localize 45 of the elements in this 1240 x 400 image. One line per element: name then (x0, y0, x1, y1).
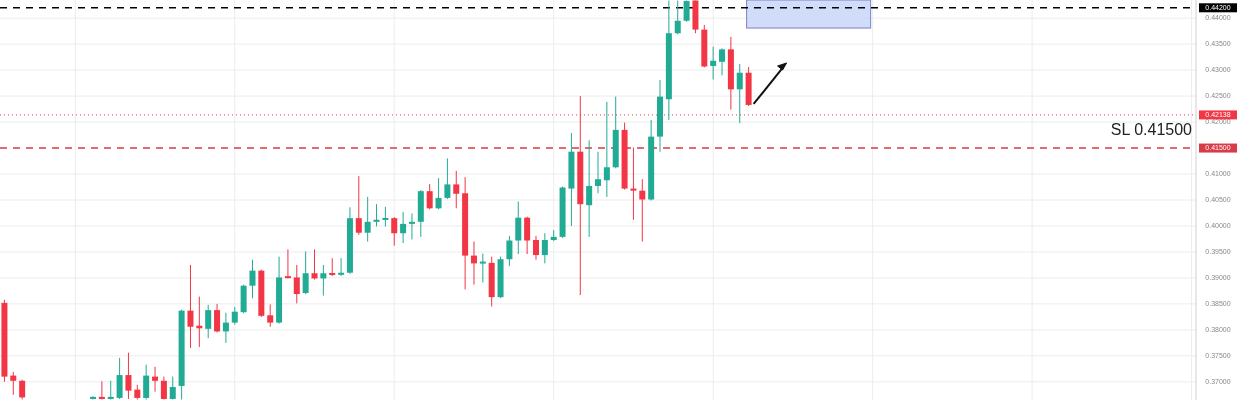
candlestick (19, 379, 26, 400)
candlestick (595, 151, 601, 194)
candlestick (408, 213, 415, 240)
candlestick (116, 357, 123, 400)
candlestick (364, 196, 371, 243)
candlestick (603, 101, 610, 198)
candlestick (435, 177, 442, 210)
candlestick (639, 178, 646, 243)
candlestick (479, 253, 486, 284)
candlestick (249, 259, 256, 299)
candlestick (284, 248, 291, 279)
candlestick (10, 371, 17, 396)
candlestick (515, 201, 522, 255)
candlestick (400, 211, 407, 244)
candlestick (302, 250, 309, 295)
candlestick (267, 303, 274, 328)
candlestick (214, 303, 221, 333)
candlestick (444, 157, 451, 200)
candlestick (453, 170, 460, 209)
candlestick (293, 264, 300, 304)
candlestick (506, 235, 513, 267)
candlestick (355, 175, 362, 236)
candlestick (719, 47, 726, 76)
candlestick (222, 312, 229, 344)
annotation: SL 0.41500 (1110, 121, 1193, 139)
candlestick (152, 366, 159, 393)
candlestick (143, 364, 150, 400)
candlestick (205, 304, 212, 339)
candlestick (630, 147, 637, 221)
candlestick (524, 216, 531, 255)
candlestick (586, 139, 593, 238)
candlestick (674, 0, 681, 35)
candlestick (532, 235, 539, 261)
candlestick (391, 216, 398, 247)
candlestick (541, 232, 548, 264)
candlestick (736, 63, 743, 124)
candlestick (125, 352, 132, 400)
candlestick (710, 46, 717, 80)
candlestick (382, 206, 389, 227)
candlestick (373, 203, 380, 227)
candlestick (426, 183, 433, 210)
candlestick (338, 257, 345, 277)
candlestick (311, 248, 318, 280)
candlestick (187, 264, 194, 349)
candlestick (320, 264, 327, 297)
